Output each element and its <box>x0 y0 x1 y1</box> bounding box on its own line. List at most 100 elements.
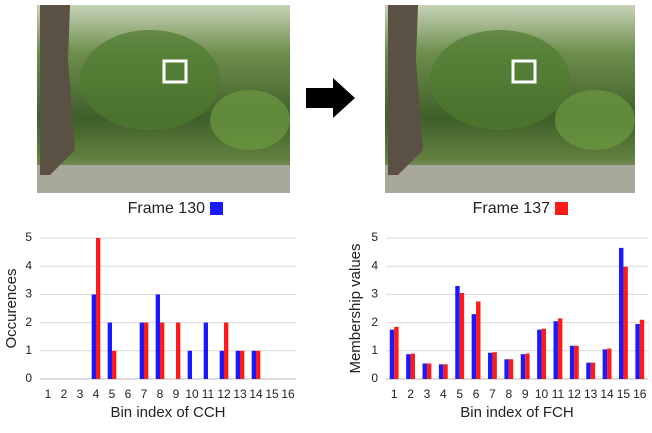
bar <box>492 352 497 379</box>
y-tick-label: 3 <box>371 287 378 301</box>
bar <box>422 363 427 379</box>
y-tick-label: 2 <box>25 315 32 329</box>
y-tick-label: 0 <box>25 371 32 385</box>
bar <box>557 318 563 379</box>
bar <box>112 350 117 379</box>
bar <box>187 350 192 379</box>
bar <box>224 322 229 379</box>
x-tick-label: 7 <box>141 387 148 401</box>
x-tick-label: 4 <box>440 387 447 401</box>
bar <box>508 359 514 379</box>
x-tick-label: 10 <box>185 387 199 401</box>
y-tick-label: 4 <box>25 258 32 272</box>
y-tick-label: 4 <box>371 258 378 272</box>
y-tick-label: 1 <box>371 343 378 357</box>
x-tick-label: 9 <box>173 387 180 401</box>
bar <box>240 350 245 379</box>
bar <box>176 322 181 379</box>
bar <box>569 345 575 379</box>
x-tick-label: 11 <box>552 387 565 401</box>
bar <box>426 363 432 379</box>
bar <box>607 348 612 379</box>
bar <box>443 364 448 379</box>
y-tick-label: 5 <box>371 230 378 244</box>
bar <box>574 345 579 379</box>
bar <box>553 321 558 379</box>
x-tick-label: 14 <box>249 387 263 401</box>
x-tick-label: 5 <box>456 387 463 401</box>
bar <box>406 354 411 379</box>
y-tick-label: 5 <box>25 230 32 244</box>
photo-frame-130 <box>37 5 290 193</box>
arrow <box>306 78 355 118</box>
bar <box>639 319 645 379</box>
bar <box>590 362 596 379</box>
x-tick-label: 9 <box>522 387 529 401</box>
x-tick-label: 4 <box>93 387 100 401</box>
bar <box>410 353 415 379</box>
bar <box>537 329 542 379</box>
x-tick-label: 13 <box>584 387 598 401</box>
bar <box>256 350 261 379</box>
x-tick-label: 6 <box>125 387 132 401</box>
legend-swatch <box>555 202 568 215</box>
x-tick-label: 8 <box>157 387 164 401</box>
bar <box>394 326 399 379</box>
legend-swatch <box>210 202 223 215</box>
bar <box>525 353 530 379</box>
x-tick-label: 11 <box>202 387 215 401</box>
bar <box>144 322 149 379</box>
frame-label: Frame 137 <box>473 200 550 217</box>
y-axis-title: Membership values <box>347 243 364 373</box>
bar <box>541 328 546 379</box>
x-tick-label: 7 <box>489 387 496 401</box>
x-tick-label: 3 <box>424 387 431 401</box>
bar <box>389 329 395 379</box>
y-tick-label: 2 <box>371 315 378 329</box>
bar <box>520 354 526 379</box>
bar <box>586 362 591 379</box>
bar <box>160 322 165 379</box>
bar <box>619 247 624 379</box>
x-tick-label: 14 <box>600 387 614 401</box>
bar <box>459 292 465 379</box>
bar <box>251 350 256 379</box>
bar <box>623 266 628 379</box>
bar <box>96 238 101 379</box>
x-tick-label: 10 <box>535 387 549 401</box>
bar <box>438 364 444 379</box>
x-tick-label: 6 <box>473 387 480 401</box>
x-tick-label: 15 <box>617 387 631 401</box>
bar <box>476 301 481 379</box>
x-tick-label: 5 <box>109 387 116 401</box>
x-tick-label: 3 <box>77 387 84 401</box>
x-tick-label: 12 <box>568 387 582 401</box>
bar <box>635 324 640 379</box>
bar <box>203 322 208 379</box>
x-tick-label: 15 <box>265 387 279 401</box>
x-tick-label: 2 <box>61 387 68 401</box>
x-tick-label: 16 <box>633 387 647 401</box>
bar <box>471 314 477 379</box>
bar <box>455 285 460 379</box>
x-tick-label: 1 <box>391 387 398 401</box>
photo-frame-137 <box>385 5 635 193</box>
bar <box>602 349 608 379</box>
x-tick-label: 1 <box>45 387 52 401</box>
x-tick-label: 16 <box>281 387 295 401</box>
x-tick-label: 13 <box>233 387 247 401</box>
y-axis-title: Occurences <box>3 268 20 348</box>
bar <box>155 294 160 379</box>
x-tick-label: 8 <box>505 387 512 401</box>
bar <box>91 294 96 379</box>
x-axis-title: Bin index of FCH <box>460 404 573 421</box>
bar <box>235 350 240 379</box>
y-tick-label: 0 <box>371 371 378 385</box>
y-tick-label: 1 <box>25 343 32 357</box>
frame-label: Frame 130 <box>128 200 205 217</box>
bar <box>219 350 224 379</box>
bar <box>504 359 509 379</box>
x-axis-title: Bin index of CCH <box>110 404 225 421</box>
bar <box>139 322 144 379</box>
